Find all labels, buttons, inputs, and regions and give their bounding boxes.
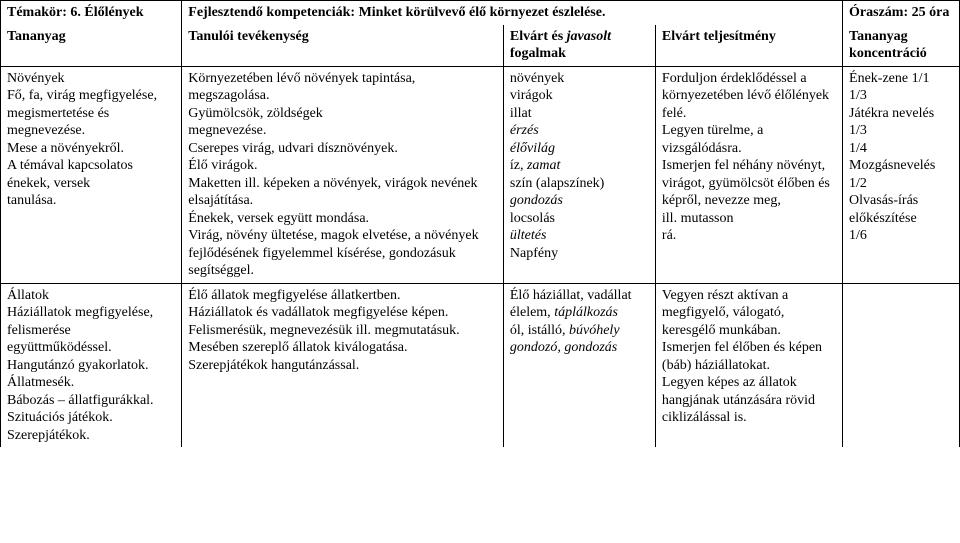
row1-teljesitmeny-text: Forduljon érdeklődéssel a környezetében … [662, 70, 836, 245]
header-elvart-fogalmak-t3: fogalmak [510, 46, 566, 61]
row1-fogalmak-p4: locsolás [510, 211, 555, 226]
table-row: Növények Fő, fa, virág megfigyelése, meg… [1, 66, 960, 283]
row2-fogalmak: Élő háziállat, vadállat élelem, táplálko… [503, 283, 655, 447]
header-koncentracio-text: Tananyag koncentráció [849, 29, 927, 62]
row1-fogalmak-i3: gondozás [510, 193, 563, 208]
row1-fogalmak: növények virágok illat érzés élővilág íz… [503, 66, 655, 283]
row1-teljesitmeny: Forduljon érdeklődéssel a környezetében … [655, 66, 842, 283]
row1-fogalmak-p2: íz, [510, 158, 527, 173]
header-temakor: Témakör: 6. Élőlények [1, 1, 182, 25]
row1-fogalmak-p1: növények virágok illat [510, 71, 564, 121]
row1-koncentracio-text: Ének-zene 1/1 1/3 Játékra nevelés 1/3 1/… [849, 70, 953, 245]
header-elvart-fogalmak: Elvárt és javasolt fogalmak [503, 25, 655, 67]
row1-tananyag-text: Növények Fő, fa, virág megfigyelése, meg… [7, 70, 175, 210]
row2-fogalmak-i1: táplálkozás [554, 305, 618, 320]
header-elvart-teljesitmeny-text: Elvárt teljesítmény [662, 29, 776, 44]
row1-koncentracio: Ének-zene 1/1 1/3 Játékra nevelés 1/3 1/… [843, 66, 960, 283]
header-elvart-teljesitmeny: Elvárt teljesítmény [655, 25, 842, 67]
header-elvart-fogalmak-t2: javasolt [567, 29, 611, 44]
header-temakor-text: Témakör: 6. Élőlények [7, 5, 144, 20]
row1-fogalmak-i1: érzés élővilág [510, 123, 555, 156]
header-tananyag-text: Tananyag [7, 29, 66, 44]
header-fejlesztendo-text: Fejlesztendő kompetenciák: Minket körülv… [188, 5, 605, 20]
curriculum-table: Témakör: 6. Élőlények Fejlesztendő kompe… [0, 0, 960, 447]
row1-fogalmak-p5: Napfény [510, 246, 558, 261]
header-tanuloi-text: Tanulói tevékenység [188, 29, 308, 44]
header-tananyag: Tananyag [1, 25, 182, 67]
row2-tananyag-text: Állatok Háziállatok megfigyelése, felism… [7, 287, 175, 445]
header-tanuloi: Tanulói tevékenység [182, 25, 504, 67]
header-oraszam-text: Óraszám: 25 óra [849, 5, 949, 20]
header-oraszam: Óraszám: 25 óra [843, 1, 960, 25]
table-row: Állatok Háziállatok megfigyelése, felism… [1, 283, 960, 447]
row1-tananyag: Növények Fő, fa, virág megfigyelése, meg… [1, 66, 182, 283]
row2-tanuloi-text: Élő állatok megfigyelése állatkertben. H… [188, 287, 497, 375]
row1-fogalmak-i2: zamat [527, 158, 560, 173]
row1-tanuloi: Környezetében lévő növények tapintása, m… [182, 66, 504, 283]
header-koncentracio: Tananyag koncentráció [843, 25, 960, 67]
row2-tananyag: Állatok Háziállatok megfigyelése, felism… [1, 283, 182, 447]
row1-fogalmak-p3: szín (alapszínek) [510, 176, 604, 191]
header-elvart-fogalmak-t1: Elvárt és [510, 29, 567, 44]
row2-fogalmak-p2: ól, istálló, [510, 323, 569, 338]
row2-tanuloi: Élő állatok megfigyelése állatkertben. H… [182, 283, 504, 447]
row1-fogalmak-i4: ültetés [510, 228, 547, 243]
row2-teljesitmeny-text: Vegyen részt aktívan a megfigyelő, válog… [662, 287, 836, 427]
row2-koncentracio [843, 283, 960, 447]
row2-teljesitmeny: Vegyen részt aktívan a megfigyelő, válog… [655, 283, 842, 447]
header-fejlesztendo: Fejlesztendő kompetenciák: Minket körülv… [182, 1, 843, 25]
row1-tanuloi-text: Környezetében lévő növények tapintása, m… [188, 70, 497, 280]
